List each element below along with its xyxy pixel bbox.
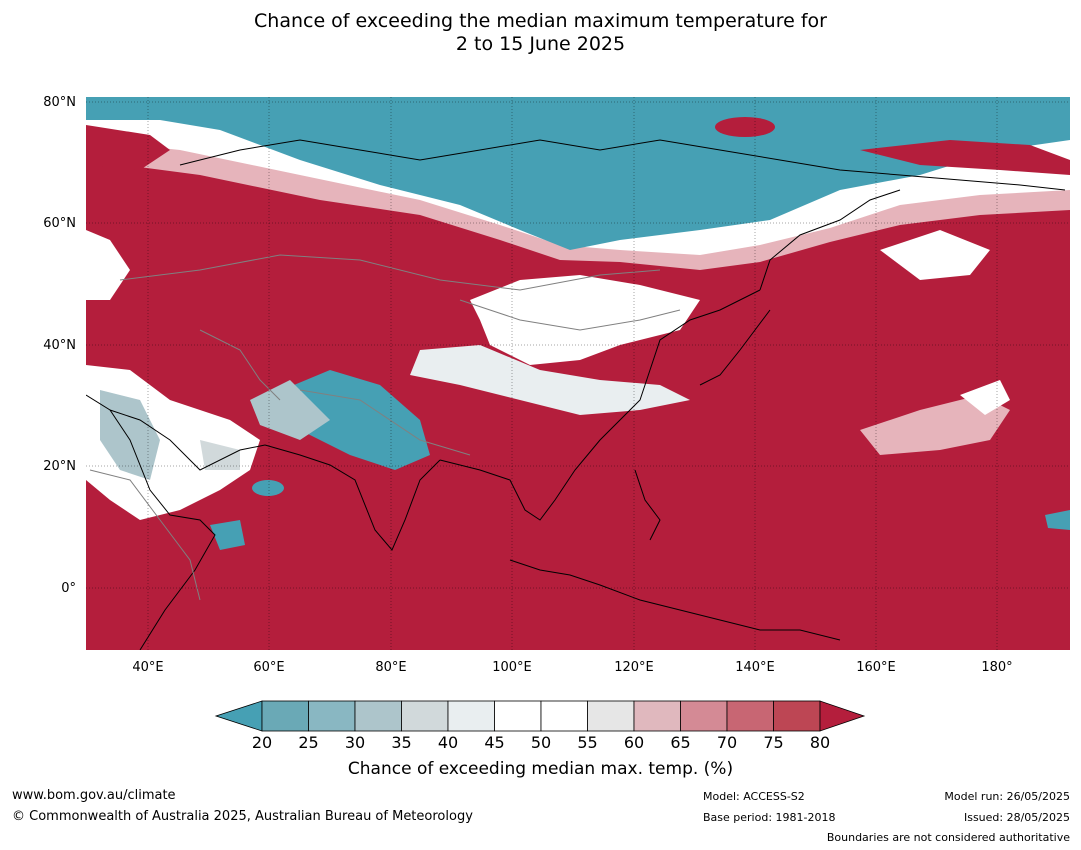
mid-low-region-afghanistan [250,380,330,440]
colorbar-tick-label: 25 [298,733,319,752]
lon-label-180: 180° [981,660,1013,675]
neutral-region-central-china [410,345,690,415]
coast-japan [699,309,771,386]
coast-arctic [179,139,1066,191]
low-probability-spot-east-pacific [1045,510,1070,530]
low-probability-spot-arabian-sea [252,480,284,496]
colorbar-segment [633,700,681,732]
title-line-1: Chance of exceeding the median maximum t… [254,10,827,32]
lat-label-80n: 80°N [43,95,76,110]
colorbar [214,700,866,732]
colorbar-tick-label: 65 [670,733,691,752]
model-run-text: Model run: 26/05/2025 [944,790,1070,803]
coast-philippines [634,469,661,541]
colorbar-segment [540,700,588,732]
lat-label-60n: 60°N [43,216,76,231]
lon-label-140e: 140°E [735,660,775,675]
mid-low-region-gulf [200,440,240,470]
lon-label-40e: 40°E [132,660,164,675]
colorbar-segment [494,700,542,732]
colorbar-segment [447,700,495,732]
coastlines [86,139,1066,650]
colorbar-segment [587,700,635,732]
low-probability-region-siberia [220,97,1070,250]
colorbar-upper-extension [819,700,866,732]
mid-low-region-red-sea [100,390,160,480]
border-russia-south [119,254,661,291]
colorbar-segment [773,700,821,732]
colorbar-segment [726,700,774,732]
colorbar-tick-label: 35 [391,733,412,752]
lon-label-160e: 160°E [856,660,896,675]
low-probability-region-tibet [270,370,430,470]
colorbar-segment [354,700,402,732]
colorbar-segment [308,700,356,732]
coast-indonesia [509,559,841,641]
colorbar-tick-label: 30 [344,733,366,752]
colorbar-segment [680,700,728,732]
coast-okhotsk [759,189,901,291]
map-title: Chance of exceeding the median maximum t… [0,10,1081,56]
base-period-text: Base period: 1981-2018 [703,811,836,824]
colorbar-segment [261,700,309,732]
low-probability-spot-horn-of-africa [210,520,245,550]
lat-label-20n: 20°N [43,459,76,474]
colorbar-label: Chance of exceeding median max. temp. (%… [347,759,734,779]
coast-arabia [109,409,266,471]
colorbar-tick-label: 55 [577,733,598,752]
colorbar-tick-label: 70 [716,733,738,752]
lat-label-0: 0° [61,581,76,596]
low-probability-region-arctic-west [86,97,220,130]
colorbar-tick-label: 20 [251,733,273,752]
disclaimer-text: Boundaries are not considered authoritat… [826,831,1070,844]
graticule [86,97,1070,650]
colorbar-segment [401,700,449,732]
lat-label-40n: 40°N [43,338,76,353]
model-text: Model: ACCESS-S2 [703,790,805,803]
probability-field [86,97,1070,650]
lon-label-120e: 120°E [614,660,654,675]
coast-east-asia [439,289,761,521]
high-probability-region-scandinavia [86,125,170,170]
neutral-spot-pacific [960,380,1010,415]
neutral-region-mongolia [470,275,700,365]
colorbar-tick-label: 60 [623,733,645,752]
border-east-africa [89,469,201,601]
coast-africa-east [86,394,216,650]
border-himalaya [299,389,471,456]
lon-label-100e: 100°E [492,660,532,675]
high-probability-spot-arctic [715,117,775,137]
colorbar-tick-label: 40 [437,733,459,752]
copyright-text: © Commonwealth of Australia 2025, Austra… [12,809,473,824]
moderate-high-region-pacific [860,395,1010,455]
title-line-2: 2 to 15 June 2025 [455,33,626,55]
neutral-region-europe [86,230,130,300]
website-link[interactable]: www.bom.gov.au/climate [12,788,176,803]
coast-india [264,444,441,551]
border-central-asia [199,329,281,401]
neutral-region-kamchatka [880,230,990,280]
high-probability-region-east-siberia [860,140,1070,175]
colorbar-tick-label: 80 [809,733,831,752]
issued-text: Issued: 28/05/2025 [963,811,1070,824]
country-borders [89,254,681,601]
colorbar-tick-label: 75 [763,733,784,752]
colorbar-lower-extension [214,700,263,732]
lon-label-80e: 80°E [375,660,407,675]
colorbar-tick-label: 50 [530,733,552,752]
border-mongolia [459,299,681,331]
colorbar-tick-label: 45 [484,733,505,752]
lon-label-60e: 60°E [253,660,285,675]
